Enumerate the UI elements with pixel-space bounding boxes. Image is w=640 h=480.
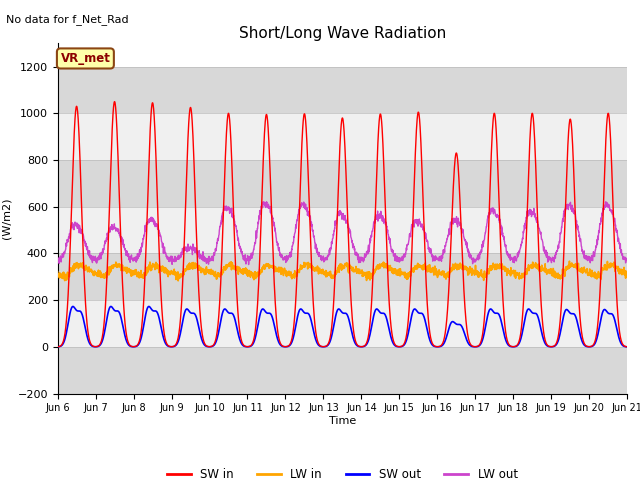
Bar	[58, 207, 627, 253]
Text: VR_met: VR_met	[60, 52, 110, 65]
Bar	[58, 113, 627, 160]
Text: No data for f_Net_Rad: No data for f_Net_Rad	[6, 14, 129, 25]
Bar	[58, 300, 627, 347]
Bar	[58, 253, 627, 300]
Bar	[58, 160, 627, 207]
Legend: SW in, LW in, SW out, LW out: SW in, LW in, SW out, LW out	[163, 463, 522, 480]
Bar	[58, 347, 627, 394]
Title: Short/Long Wave Radiation: Short/Long Wave Radiation	[239, 25, 446, 41]
Bar	[58, 67, 627, 113]
Y-axis label: (W/m2): (W/m2)	[2, 198, 12, 239]
X-axis label: Time: Time	[329, 416, 356, 426]
